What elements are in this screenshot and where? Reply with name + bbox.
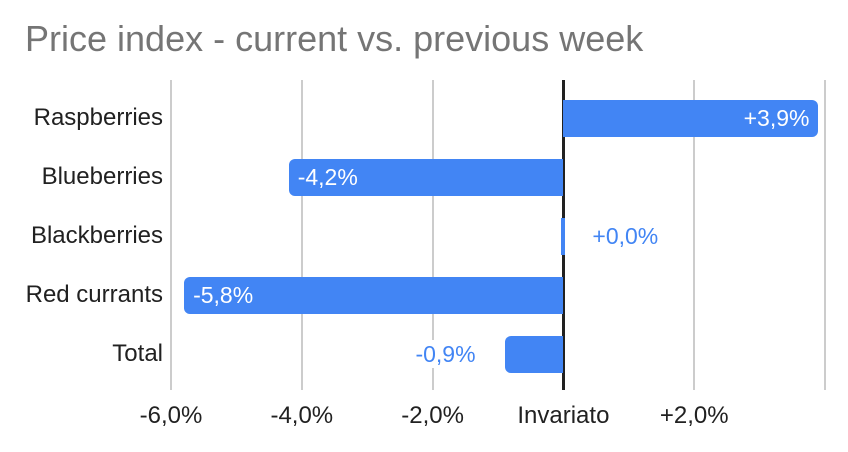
- bar-label-raspberries: +3,9%: [743, 104, 810, 131]
- bar-total: [504, 335, 564, 373]
- plot-area: [170, 80, 826, 390]
- x-tick-label-4: +2,0%: [659, 402, 729, 429]
- bar-blackberries: [561, 217, 566, 255]
- gridline--2: [431, 80, 434, 390]
- x-tick-label-2: -2,0%: [401, 402, 464, 429]
- chart-title: Price index - current vs. previous week: [25, 18, 644, 59]
- category-label-red-currants: Red currants: [25, 281, 163, 308]
- bar-label-red-currants: -5,8%: [193, 281, 254, 308]
- x-tick-label-0: -6,0%: [139, 402, 203, 429]
- gridline-4: [824, 80, 826, 390]
- bar-label-blackberries: +0,0%: [590, 222, 661, 250]
- category-label-blueberries: Blueberries: [41, 163, 163, 190]
- bar-red-currants: [184, 276, 564, 314]
- category-label-blackberries: Blackberries: [30, 222, 163, 249]
- category-label-total: Total: [112, 340, 163, 367]
- gridline-2: [693, 80, 696, 390]
- x-tick-label-3: Invariato: [517, 402, 610, 429]
- bar-label-total: -0,9%: [413, 340, 478, 368]
- category-label-raspberries: Raspberries: [33, 104, 163, 131]
- x-tick-label-1: -4,0%: [270, 402, 334, 429]
- bar-label-blueberries: -4,2%: [297, 163, 358, 190]
- bar-blueberries: [288, 158, 564, 196]
- bar-raspberries: [563, 99, 819, 137]
- gridline--4: [300, 80, 303, 390]
- gridline--6: [170, 80, 172, 390]
